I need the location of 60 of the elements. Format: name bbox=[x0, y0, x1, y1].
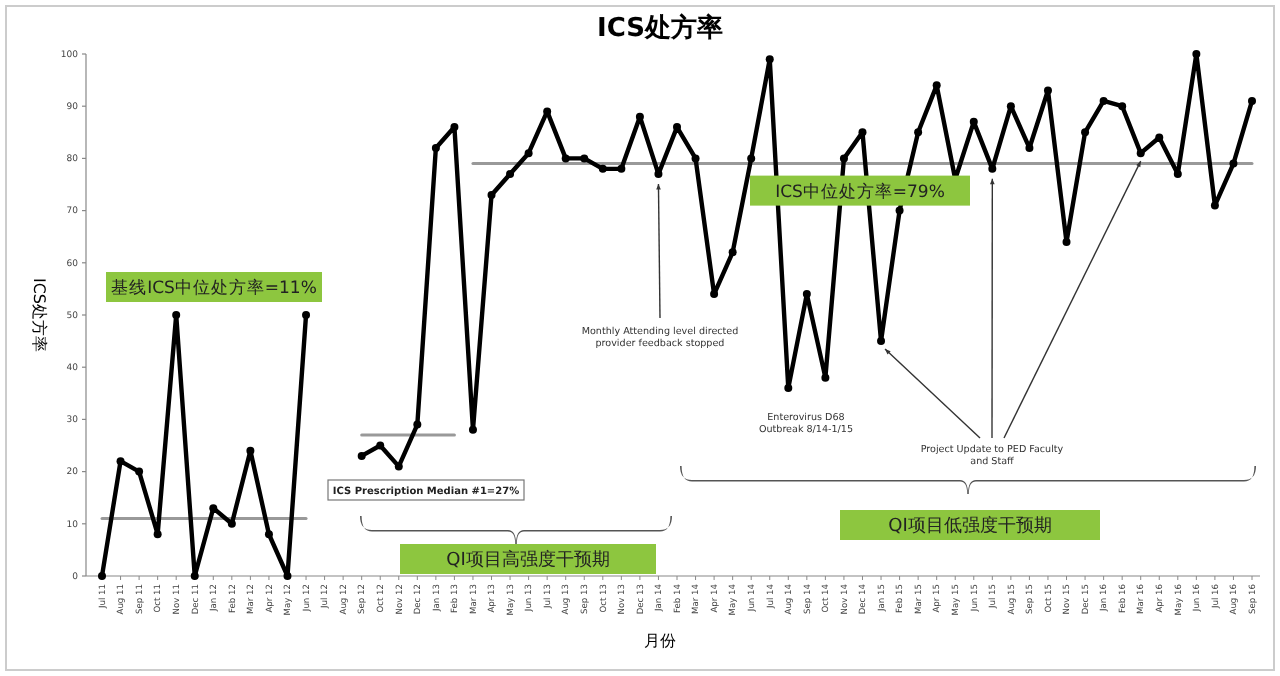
point bbox=[1062, 237, 1071, 246]
point bbox=[1118, 102, 1127, 111]
point bbox=[914, 128, 923, 137]
point bbox=[450, 123, 459, 132]
point bbox=[302, 311, 311, 319]
point bbox=[135, 467, 144, 476]
point bbox=[747, 154, 756, 163]
point bbox=[431, 143, 440, 152]
annotation: ICS中位处方率=79% bbox=[775, 180, 945, 203]
point bbox=[1173, 170, 1182, 179]
point bbox=[784, 384, 793, 393]
point bbox=[246, 446, 255, 455]
point bbox=[153, 530, 162, 539]
point bbox=[468, 425, 477, 434]
y-axis-title: ICS处方率 bbox=[30, 277, 48, 353]
point bbox=[172, 311, 181, 319]
point bbox=[1192, 50, 1201, 58]
point bbox=[691, 154, 700, 163]
point bbox=[116, 457, 125, 466]
point bbox=[710, 290, 719, 299]
point bbox=[1136, 149, 1145, 158]
point bbox=[209, 504, 218, 513]
point bbox=[524, 149, 533, 158]
point bbox=[561, 154, 570, 163]
point bbox=[394, 462, 403, 471]
annotation: QI项目高强度干预期 bbox=[446, 549, 610, 572]
point bbox=[580, 154, 589, 163]
point bbox=[1006, 102, 1015, 111]
point bbox=[376, 441, 385, 450]
point bbox=[264, 530, 273, 539]
point bbox=[1099, 96, 1108, 105]
point bbox=[1043, 86, 1052, 95]
point bbox=[1210, 201, 1219, 210]
point bbox=[487, 190, 496, 199]
x-axis-title: 月份 bbox=[644, 632, 676, 650]
chart-title: ICS处方率 bbox=[597, 12, 723, 44]
point bbox=[617, 164, 626, 173]
point bbox=[357, 451, 366, 460]
point bbox=[227, 519, 236, 528]
point bbox=[932, 81, 941, 90]
point bbox=[969, 117, 978, 126]
point bbox=[821, 373, 830, 382]
point bbox=[1229, 159, 1238, 168]
point bbox=[858, 128, 867, 137]
point bbox=[802, 290, 811, 299]
point bbox=[765, 55, 774, 64]
point bbox=[1081, 128, 1090, 137]
point bbox=[654, 170, 663, 179]
point bbox=[635, 112, 644, 121]
point bbox=[506, 170, 515, 179]
point bbox=[895, 206, 904, 215]
point bbox=[877, 337, 886, 346]
point bbox=[598, 164, 607, 173]
point bbox=[543, 107, 552, 116]
point bbox=[1248, 96, 1256, 105]
annotation: QI项目低强度干预期 bbox=[888, 515, 1052, 538]
point bbox=[728, 248, 737, 257]
point bbox=[839, 154, 848, 163]
point bbox=[988, 164, 997, 173]
point bbox=[413, 420, 422, 429]
